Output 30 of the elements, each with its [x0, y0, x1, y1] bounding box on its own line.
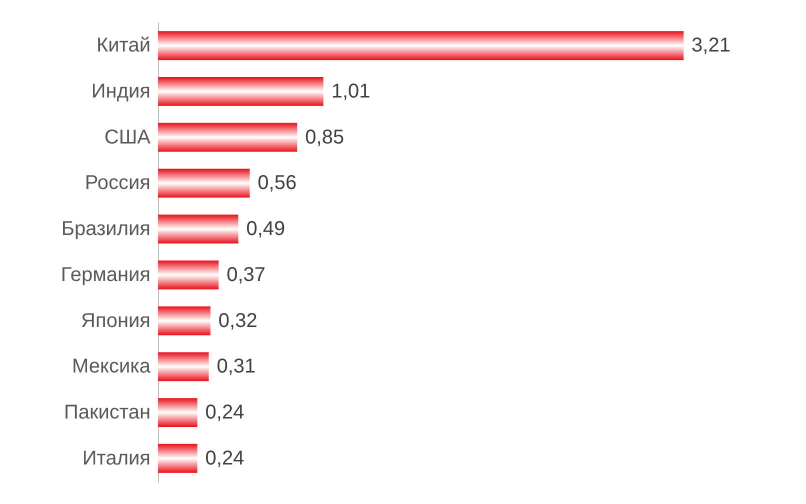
y-tick-label: Пакистан [64, 402, 150, 424]
bar [158, 168, 250, 198]
bar [158, 77, 324, 106]
bar [158, 352, 209, 382]
data-label: 0,56 [258, 172, 297, 194]
data-label: 0,37 [226, 264, 266, 286]
data-label: 0,49 [246, 218, 286, 240]
y-tick-label: Германия [60, 264, 150, 286]
bar [158, 444, 198, 473]
data-label: 0,24 [205, 447, 244, 470]
data-label: 0,24 [205, 402, 244, 424]
data-label: 3,21 [692, 34, 730, 57]
data-label: 0,31 [216, 356, 256, 378]
y-tick-label: Китай [96, 34, 150, 57]
y-tick-label: Бразилия [61, 218, 150, 240]
y-tick-label: США [104, 126, 152, 148]
data-label: 0,85 [305, 126, 344, 148]
bar [158, 398, 198, 427]
bar [158, 306, 210, 336]
bar [158, 214, 238, 244]
data-label: 0,32 [218, 310, 258, 332]
y-tick-label: Россия [84, 172, 150, 194]
bar [158, 122, 298, 152]
data-label: 1,01 [331, 80, 370, 102]
y-tick-label: Мексика [72, 356, 152, 378]
y-tick-label: Индия [91, 80, 150, 102]
bar [158, 260, 219, 290]
y-tick-label: Япония [81, 310, 150, 332]
bar [158, 31, 684, 60]
y-tick-label: Италия [82, 447, 150, 470]
